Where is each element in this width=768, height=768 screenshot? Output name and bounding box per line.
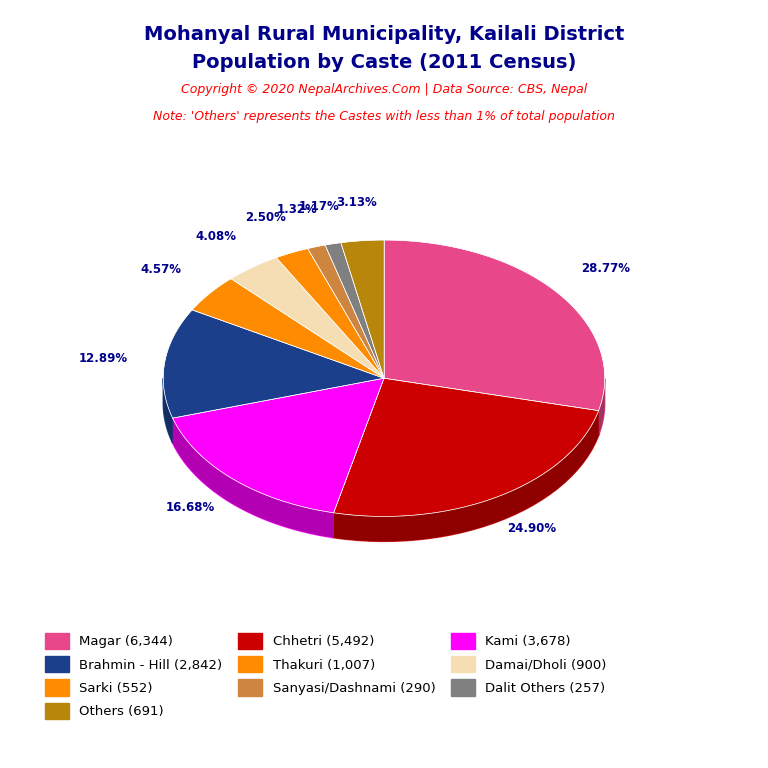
Polygon shape bbox=[598, 379, 604, 435]
Legend: Magar (6,344), Brahmin - Hill (2,842), Sarki (552), Others (691), Chhetri (5,492: Magar (6,344), Brahmin - Hill (2,842), S… bbox=[45, 633, 607, 719]
Polygon shape bbox=[164, 379, 173, 443]
Polygon shape bbox=[341, 240, 384, 379]
Polygon shape bbox=[333, 411, 598, 541]
Polygon shape bbox=[325, 243, 384, 379]
Polygon shape bbox=[598, 379, 604, 435]
Polygon shape bbox=[333, 411, 598, 541]
Text: 16.68%: 16.68% bbox=[166, 501, 215, 514]
Text: Note: 'Others' represents the Castes with less than 1% of total population: Note: 'Others' represents the Castes wit… bbox=[153, 111, 615, 123]
Text: 4.57%: 4.57% bbox=[141, 263, 181, 276]
Text: 3.13%: 3.13% bbox=[336, 196, 376, 209]
Text: 12.89%: 12.89% bbox=[78, 352, 127, 365]
Text: Copyright © 2020 NepalArchives.Com | Data Source: CBS, Nepal: Copyright © 2020 NepalArchives.Com | Dat… bbox=[181, 84, 587, 96]
Text: 1.32%: 1.32% bbox=[277, 204, 318, 217]
Text: 2.50%: 2.50% bbox=[245, 211, 286, 224]
Polygon shape bbox=[333, 379, 598, 516]
Polygon shape bbox=[164, 379, 173, 443]
Polygon shape bbox=[164, 310, 384, 418]
Polygon shape bbox=[173, 379, 384, 513]
Text: 4.08%: 4.08% bbox=[195, 230, 236, 243]
Polygon shape bbox=[276, 249, 384, 379]
Polygon shape bbox=[231, 257, 384, 379]
Text: 1.17%: 1.17% bbox=[298, 200, 339, 213]
Polygon shape bbox=[173, 418, 333, 538]
Text: Population by Caste (2011 Census): Population by Caste (2011 Census) bbox=[192, 54, 576, 72]
Text: 28.77%: 28.77% bbox=[581, 262, 631, 275]
Text: Mohanyal Rural Municipality, Kailali District: Mohanyal Rural Municipality, Kailali Dis… bbox=[144, 25, 624, 44]
Polygon shape bbox=[192, 279, 384, 379]
Polygon shape bbox=[384, 240, 604, 411]
Polygon shape bbox=[173, 418, 333, 538]
Text: 24.90%: 24.90% bbox=[508, 522, 557, 535]
Polygon shape bbox=[308, 245, 384, 379]
